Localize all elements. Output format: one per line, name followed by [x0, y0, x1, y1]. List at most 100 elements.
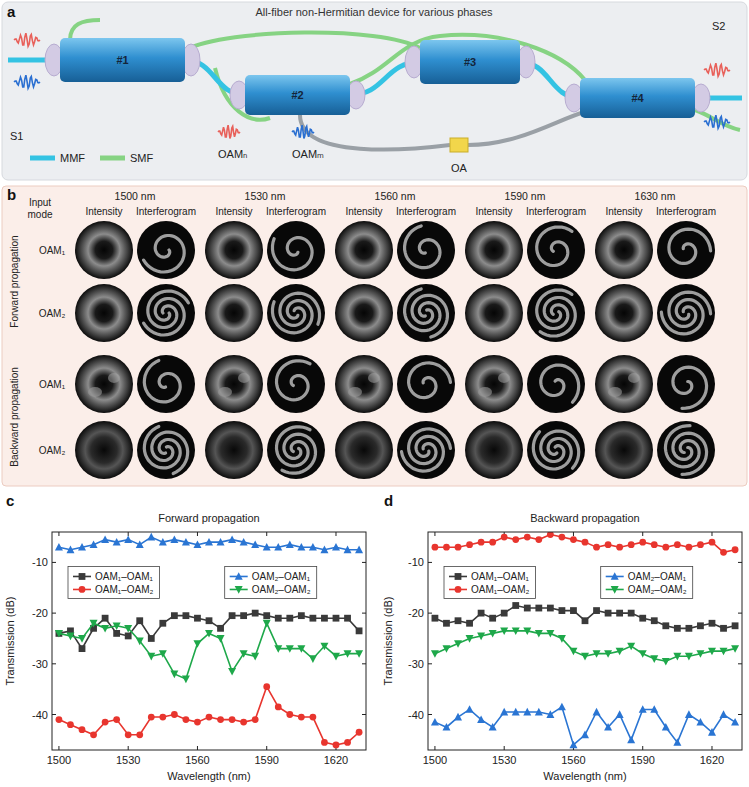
- data-point: [252, 610, 259, 617]
- speckle: [218, 387, 232, 397]
- data-point: [113, 716, 120, 723]
- data-point: [240, 538, 248, 546]
- chart-title: Forward propagation: [158, 512, 260, 524]
- data-point: [240, 612, 247, 619]
- data-point: [136, 617, 143, 624]
- series-line: [435, 535, 735, 553]
- data-point: [170, 671, 178, 679]
- intensity-image: [465, 284, 523, 342]
- panel-letter: d: [384, 492, 393, 509]
- data-point: [217, 635, 225, 643]
- data-point: [535, 630, 543, 638]
- data-point: [639, 650, 647, 658]
- data-point: [720, 648, 728, 656]
- data-point: [616, 610, 623, 617]
- data-point: [685, 653, 693, 661]
- legend: OAM₂–OAM₁OAM₂–OAM₂: [225, 566, 317, 598]
- data-point: [512, 627, 520, 635]
- legend-box: [444, 566, 535, 598]
- subheader: Interferogram: [396, 206, 456, 217]
- x-tick: [642, 746, 643, 750]
- legend-label: OAM₁–OAM₂: [471, 584, 529, 595]
- data-point: [321, 739, 328, 746]
- intensity-image: [335, 284, 393, 342]
- x-tick: [711, 532, 712, 536]
- data-point: [523, 708, 531, 716]
- data-point: [489, 539, 496, 546]
- data-point: [182, 538, 190, 546]
- data-point: [298, 612, 305, 619]
- x-tick-label: 1560: [185, 754, 209, 766]
- data-point: [512, 708, 520, 716]
- interference-fringe: [148, 291, 189, 328]
- interferogram-image: [137, 284, 195, 342]
- series-line: [59, 623, 359, 679]
- data-point: [662, 544, 669, 551]
- wave-packet: [14, 75, 40, 88]
- data-point: [124, 625, 132, 633]
- data-point: [355, 546, 363, 554]
- coupler-label: #4: [631, 92, 644, 104]
- x-tick: [504, 746, 505, 750]
- data-point: [673, 653, 681, 661]
- interferogram-image: [657, 284, 715, 342]
- x-tick: [434, 746, 435, 750]
- data-point: [639, 705, 647, 713]
- wavelength-header: 1630 nm: [635, 190, 676, 202]
- data-point: [696, 650, 704, 658]
- data-point: [90, 620, 98, 628]
- panel-b: bInputmode1500 nmIntensityInterferogram1…: [2, 186, 747, 486]
- data-point: [732, 546, 739, 553]
- y-tick: [428, 562, 432, 563]
- data-point: [113, 630, 120, 637]
- y-tick: [738, 663, 742, 664]
- interference-fringe: [673, 367, 707, 408]
- data-point: [355, 650, 363, 658]
- data-point: [569, 741, 577, 749]
- interferogram-image: [397, 284, 455, 342]
- data-point: [90, 731, 97, 738]
- data-point: [263, 620, 271, 628]
- x-tick: [197, 746, 198, 750]
- data-point: [466, 635, 474, 643]
- x-tick: [434, 532, 435, 536]
- data-point: [535, 605, 542, 612]
- panel-letter: a: [7, 3, 16, 20]
- data-point: [263, 683, 270, 690]
- data-point: [731, 645, 739, 653]
- data-point: [685, 710, 693, 718]
- data-point: [431, 650, 439, 658]
- data-point: [309, 714, 316, 721]
- y-tick: [738, 613, 742, 614]
- data-point: [697, 541, 704, 548]
- data-point: [720, 625, 727, 632]
- intensity-image: [75, 421, 133, 479]
- row-label: OAM₁: [39, 379, 66, 390]
- data-point: [113, 538, 121, 546]
- coupler-body: [580, 78, 695, 118]
- y-axis-title: Transmission (dB): [382, 597, 394, 686]
- data-point: [732, 622, 739, 629]
- data-point: [558, 703, 566, 711]
- wavelength-header: 1500 nm: [115, 190, 156, 202]
- data-point: [639, 539, 646, 546]
- data-point: [332, 653, 340, 661]
- data-point: [500, 708, 508, 716]
- data-point: [297, 543, 305, 551]
- interference-fringe: [409, 363, 451, 398]
- x-tick: [58, 532, 59, 536]
- data-point: [55, 543, 63, 551]
- data-point: [321, 615, 328, 622]
- data-point: [251, 653, 259, 661]
- x-tick: [335, 532, 336, 536]
- interference-fringe: [541, 431, 579, 468]
- legend-marker: [611, 586, 619, 594]
- header-line: Input: [29, 197, 51, 208]
- group-label: Backward propagation: [9, 367, 20, 467]
- data-point: [206, 714, 213, 721]
- x-tick: [573, 532, 574, 536]
- intensity-image: [595, 355, 653, 413]
- data-point: [55, 630, 63, 638]
- intensity-image: [75, 355, 133, 413]
- data-point: [159, 650, 167, 658]
